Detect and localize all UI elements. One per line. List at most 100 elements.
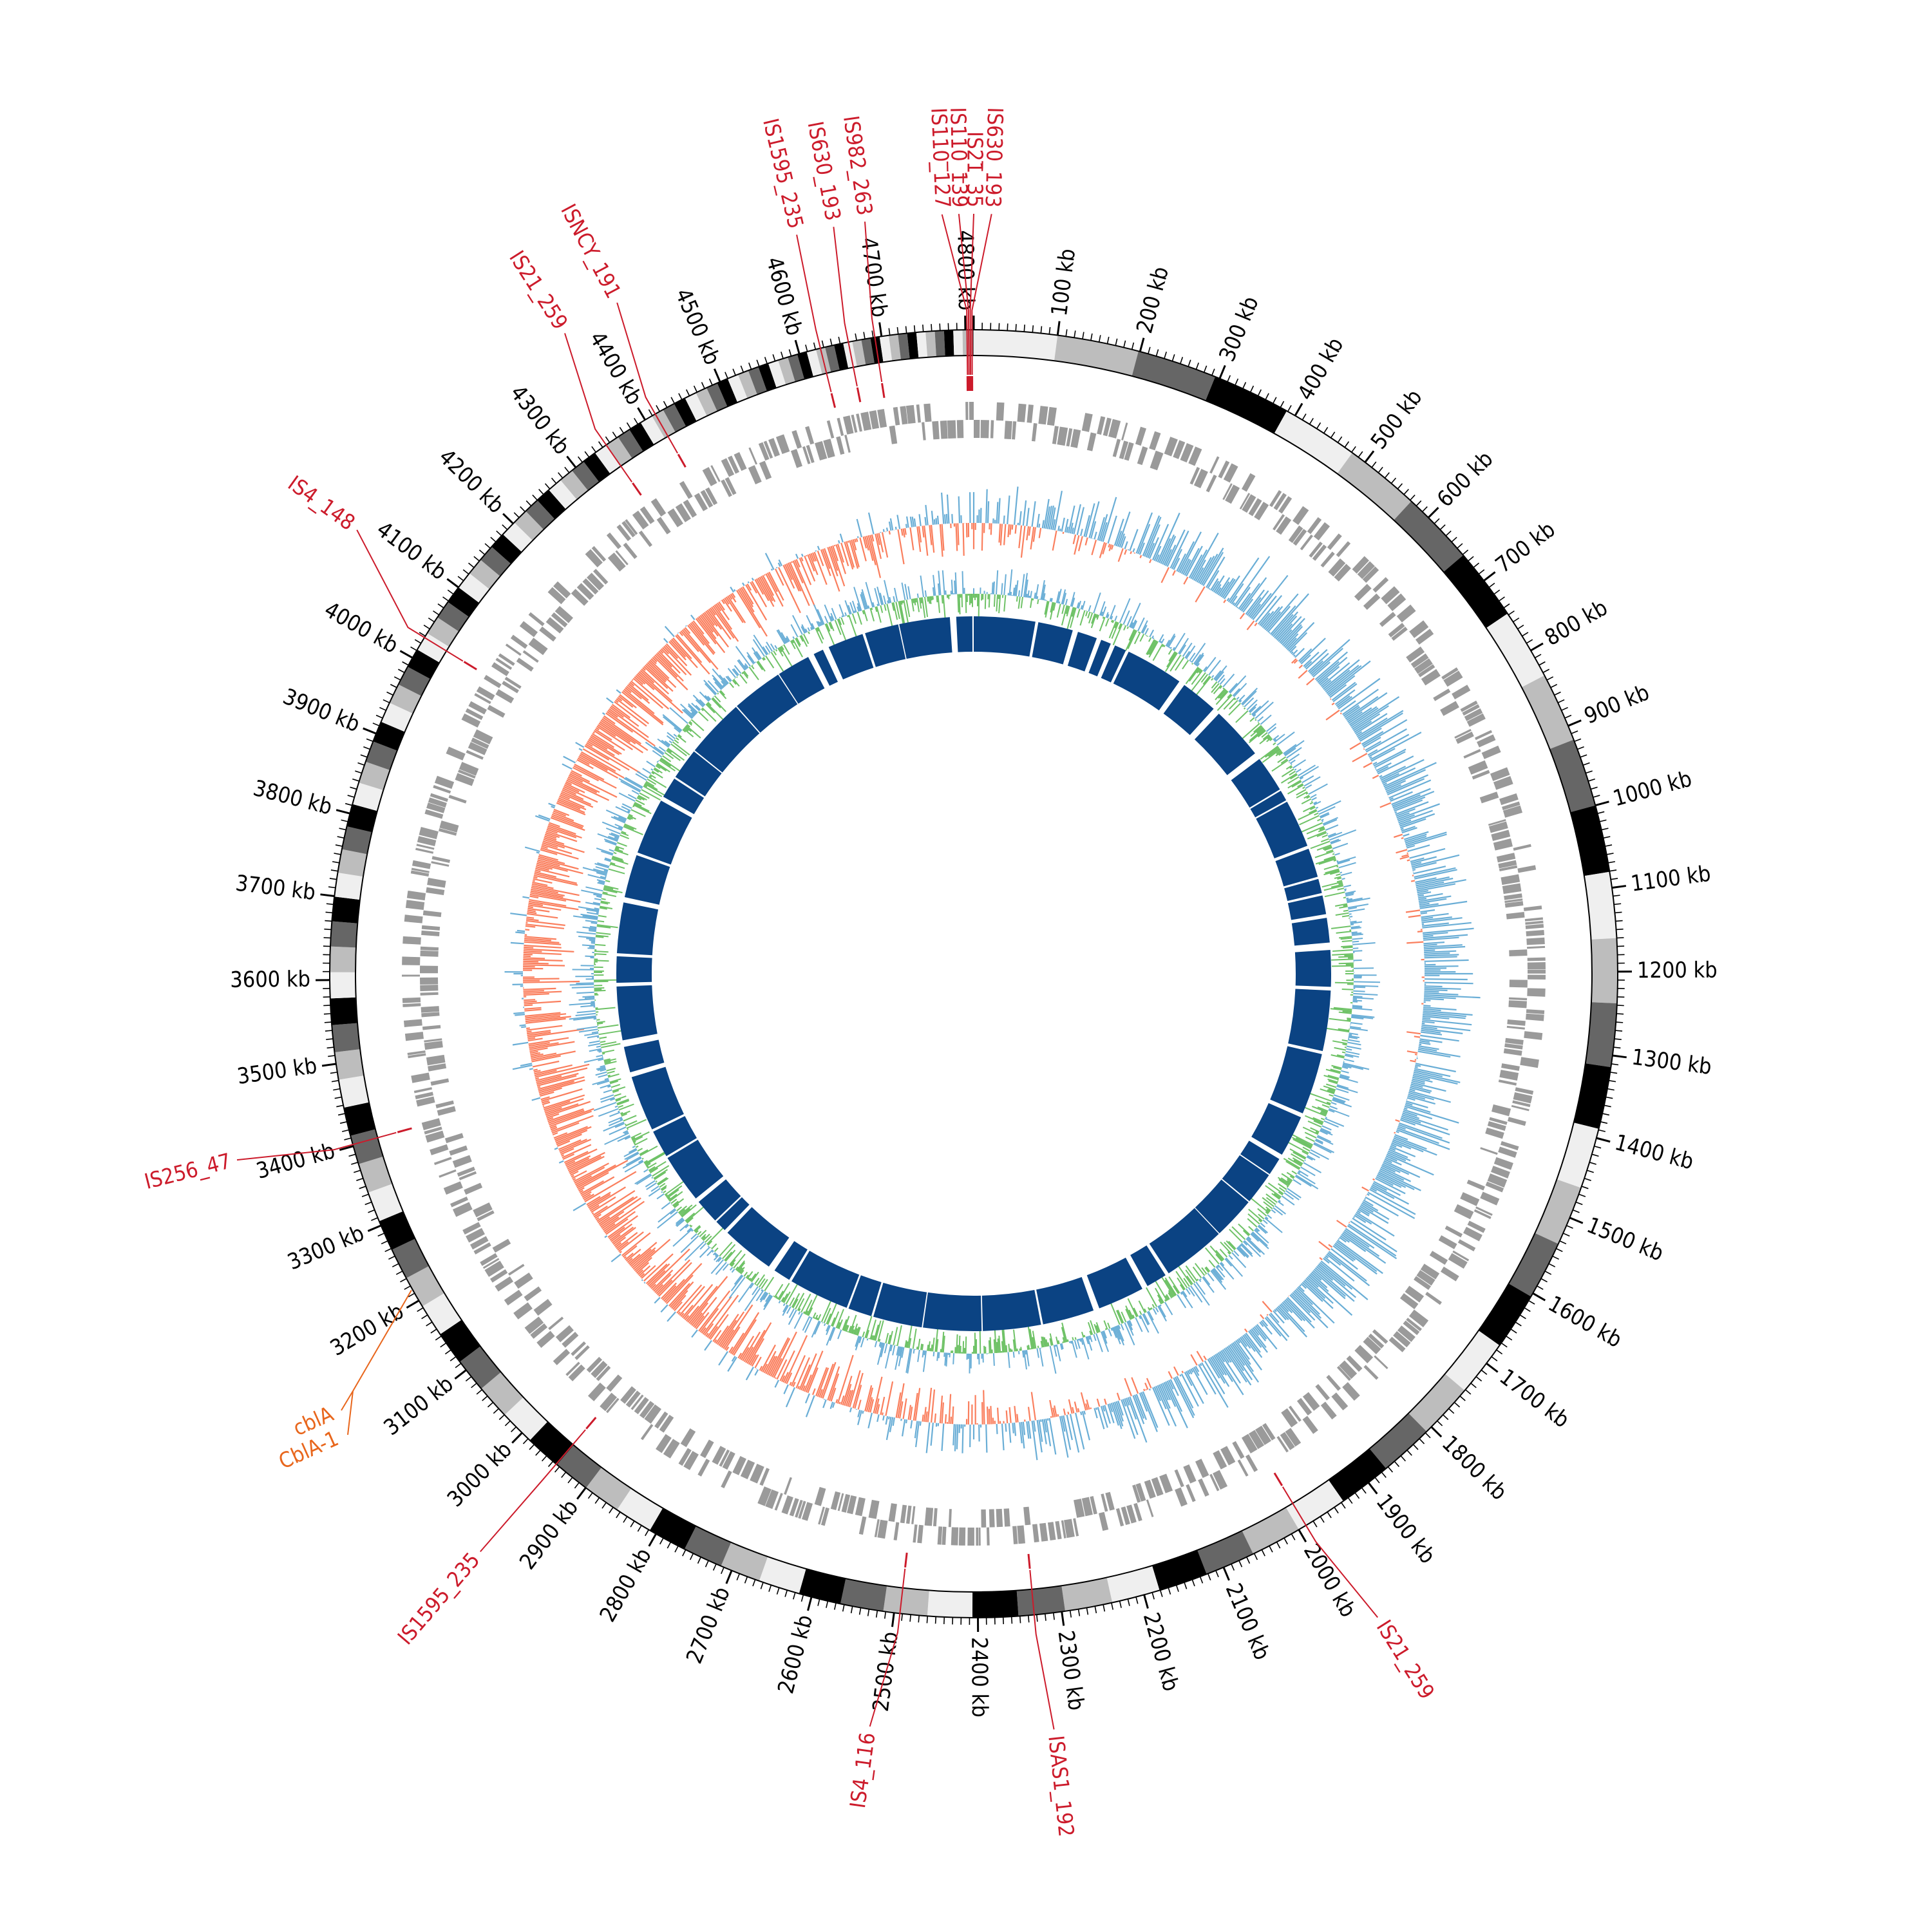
is-label: IS21_259 [1372,1616,1440,1704]
tick-label: 2700 kb [681,1583,735,1667]
cds-feature [663,1439,680,1459]
cds-feature [430,1144,449,1155]
minor-tick [1578,1193,1586,1197]
cds-feature [1119,440,1129,460]
cds-feature [758,442,770,461]
minor-tick [1615,920,1623,922]
cds-feature [1391,627,1408,641]
block-segment [923,1292,982,1331]
minor-tick [943,1616,945,1624]
minor-tick [752,1579,756,1587]
minor-tick [361,1193,369,1197]
minor-tick [490,536,497,543]
cds-feature [1513,844,1531,851]
minor-tick [455,1363,462,1368]
is-label: ISAS1_192 [1043,1734,1079,1838]
cds-feature [1488,821,1508,833]
cds-feature [1433,688,1451,701]
cds-feature [591,545,607,562]
minor-tick [1090,333,1093,341]
minor-tick [905,326,907,334]
cds-feature [748,465,762,485]
gene-leader-line [347,1390,354,1435]
block-segment [727,1207,790,1267]
cds-feature [748,447,758,465]
cds-feature [1144,1479,1156,1499]
cds-feature [1241,1434,1258,1454]
cds-feature [616,524,632,542]
karyotype-segment [629,422,654,451]
cds-feature [893,1522,900,1540]
minor-tick [1291,1533,1296,1540]
karyotype-segment [458,573,490,603]
karyotype-segment [448,587,479,617]
minor-tick [1419,1438,1425,1444]
minor-tick [744,1576,748,1584]
minor-tick [1397,483,1403,489]
cds-feature [1280,1432,1295,1450]
major-tick [1612,1054,1627,1059]
cds-feature [1206,475,1217,493]
cds-feature [416,1096,435,1107]
cds-feature [1473,1209,1492,1219]
minor-tick [1082,332,1084,339]
minor-tick [616,1511,621,1519]
tick-label: 3000 kb [442,1437,517,1512]
minor-tick [1550,684,1558,688]
minor-tick [1544,1271,1552,1275]
karyotype-segment [1584,871,1617,940]
minor-tick [1422,506,1428,513]
minor-tick [1590,786,1598,790]
cds-feature [632,510,649,530]
minor-tick [685,389,690,397]
minor-tick [1103,1604,1106,1612]
karyotype-segment [1478,1283,1531,1346]
block-segment [623,1039,665,1073]
minor-tick [1135,1596,1139,1604]
minor-tick [1581,1186,1589,1189]
cds-feature [407,1050,426,1056]
block-segment [1149,1208,1219,1274]
karyotype-segment [927,1590,973,1618]
minor-tick [1069,1610,1072,1618]
minor-tick [450,1356,457,1361]
gc-skew-negative-series [522,522,1425,1425]
minor-tick [502,524,508,531]
cds-feature [724,477,737,495]
cds-feature [421,1118,441,1131]
is-label: IS21_35 [963,131,988,207]
minor-tick [462,569,469,575]
karyotype-segment [330,921,358,948]
minor-tick [1501,1342,1508,1348]
minor-tick [1607,1088,1615,1091]
block-segment [616,985,658,1041]
karyotype-segment [1443,555,1508,629]
cds-feature [1090,1496,1097,1515]
cds-feature [679,480,693,499]
cds-feature [504,676,522,689]
block-segment [974,616,1036,657]
karyotype-segment [663,403,687,433]
minor-tick [1589,1162,1596,1165]
cds-feature [1121,1506,1130,1526]
is-leader-line [833,227,858,386]
minor-tick [426,1321,433,1327]
cds-feature [1505,1037,1524,1045]
tick-label: 4500 kb [670,285,725,368]
minor-tick [1584,1177,1591,1181]
cds-feature [640,1424,654,1441]
minor-tick [339,828,346,831]
cds-feature [1463,1226,1482,1242]
cds-feature [1039,1522,1048,1542]
minor-tick [896,327,899,334]
minor-tick [440,1342,447,1348]
karyotype-segment [1061,1577,1113,1611]
cds-feature [763,440,773,459]
minor-tick [601,1502,607,1509]
minor-tick [781,352,784,359]
cds-feature [1164,437,1178,457]
cds-feature [1406,1318,1422,1332]
cds-feature [1525,920,1544,925]
minor-tick [1616,1021,1624,1023]
block-segment [828,634,874,680]
